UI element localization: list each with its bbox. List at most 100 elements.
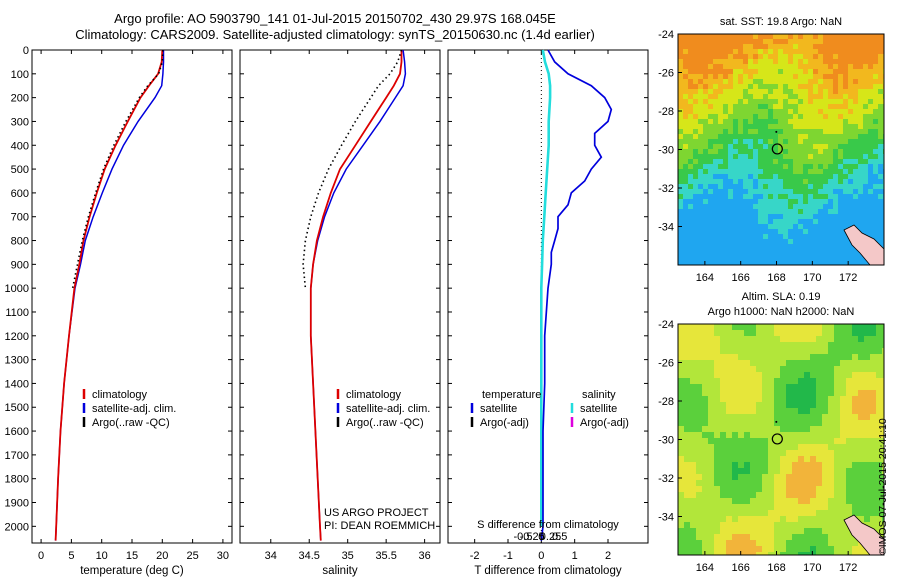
map-cell: [876, 336, 882, 342]
map-cell: [713, 124, 718, 129]
map-cell: [864, 510, 870, 516]
map-cell: [738, 39, 743, 44]
map-cell: [786, 348, 792, 354]
map-cell: [718, 69, 723, 74]
map-cell: [876, 420, 882, 426]
map-cell: [718, 159, 723, 164]
map-cell: [823, 244, 828, 249]
map-cell: [858, 324, 864, 330]
map-cell: [753, 129, 758, 134]
map-cell: [698, 79, 703, 84]
map-cell: [833, 239, 838, 244]
map-cell: [688, 174, 693, 179]
map-cell: [756, 420, 762, 426]
map-cell: [788, 249, 793, 254]
map-cell: [873, 104, 878, 109]
map-cell: [786, 438, 792, 444]
map-cell: [773, 149, 778, 154]
map-cell: [683, 169, 688, 174]
map-cell: [828, 432, 834, 438]
map-cell: [846, 402, 852, 408]
map-cell: [838, 259, 843, 264]
map-cell: [788, 39, 793, 44]
map-cell: [780, 504, 786, 510]
map-cell: [723, 49, 728, 54]
map-cell: [853, 89, 858, 94]
map-cell: [848, 159, 853, 164]
map-cell: [743, 229, 748, 234]
map-cell: [882, 528, 884, 534]
map-cell: [703, 209, 708, 214]
map-cell: [788, 64, 793, 69]
map-cell: [882, 342, 884, 348]
map-cell: [696, 450, 702, 456]
map-cell: [763, 189, 768, 194]
map-cell: [726, 336, 732, 342]
map-cell: [828, 348, 834, 354]
map-cell: [696, 552, 702, 555]
map-cell: [780, 462, 786, 468]
map-cell: [743, 204, 748, 209]
map-cell: [713, 89, 718, 94]
map-cell: [868, 179, 873, 184]
map-cell: [793, 209, 798, 214]
map-cell: [708, 426, 714, 432]
map-cell: [750, 450, 756, 456]
map-cell: [798, 324, 804, 330]
map-cell: [756, 426, 762, 432]
map-cell: [804, 426, 810, 432]
map-cell: [718, 89, 723, 94]
map-cell: [713, 169, 718, 174]
map-cell: [683, 154, 688, 159]
map-cell: [733, 129, 738, 134]
map-cell: [684, 330, 690, 336]
map-cell: [840, 456, 846, 462]
map-cell: [720, 432, 726, 438]
map-cell: [773, 139, 778, 144]
map-cell: [808, 154, 813, 159]
x-tick-label-top: -0.25: [520, 531, 545, 543]
map-cell: [873, 64, 878, 69]
map-cell: [690, 504, 696, 510]
map-cell: [818, 44, 823, 49]
legend-entry: satellite: [480, 403, 517, 415]
map-cell: [688, 44, 693, 49]
map-cell: [743, 259, 748, 264]
map-cell: [708, 54, 713, 59]
map-cell: [816, 540, 822, 546]
map-cell: [843, 239, 848, 244]
map-cell: [693, 199, 698, 204]
map-cell: [808, 244, 813, 249]
map-cell: [732, 390, 738, 396]
map-cell: [758, 54, 763, 59]
map-cell: [723, 199, 728, 204]
map-cell: [828, 119, 833, 124]
map-cell: [852, 468, 858, 474]
map-cell: [738, 348, 744, 354]
map-cell: [788, 59, 793, 64]
map-cell: [696, 372, 702, 378]
map-cell: [798, 159, 803, 164]
map-cell: [758, 219, 763, 224]
map-cell: [732, 372, 738, 378]
map-cell: [743, 49, 748, 54]
map-cell: [750, 444, 756, 450]
map-cell: [786, 516, 792, 522]
map-cell: [714, 396, 720, 402]
map-cell: [810, 348, 816, 354]
map-cell: [783, 219, 788, 224]
map-cell: [720, 474, 726, 480]
map-cell: [678, 366, 684, 372]
map-cell: [882, 522, 884, 528]
map-cell: [792, 384, 798, 390]
map-cell: [732, 384, 738, 390]
map-cell: [833, 219, 838, 224]
map-cell: [848, 164, 853, 169]
map-cell: [688, 239, 693, 244]
map-cell: [818, 214, 823, 219]
map-cell: [756, 528, 762, 534]
map-cell: [848, 249, 853, 254]
map-cell: [732, 378, 738, 384]
map-cell: [793, 139, 798, 144]
map-cell: [750, 414, 756, 420]
